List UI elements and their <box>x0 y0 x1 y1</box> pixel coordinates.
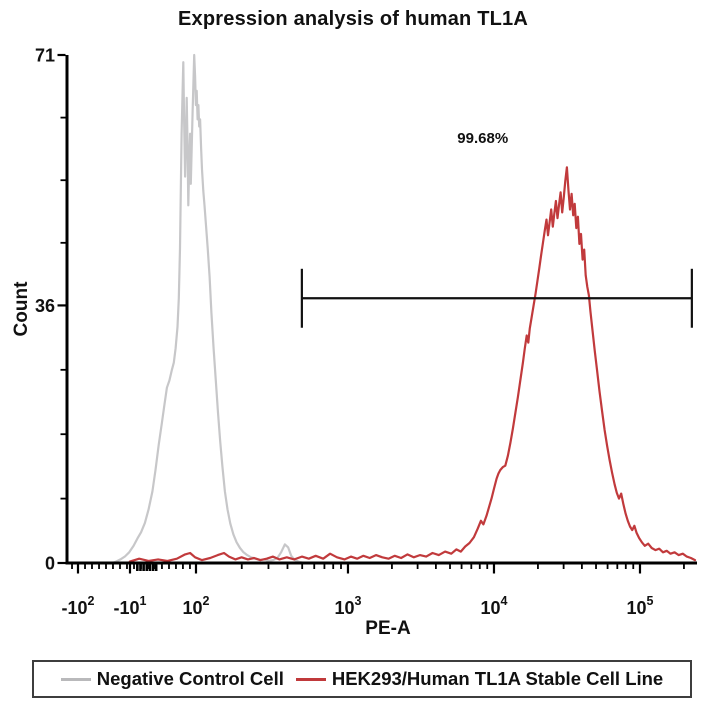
x-tick-label: 102 <box>182 594 209 618</box>
chart-title: Expression analysis of human TL1A <box>177 8 529 30</box>
x-tick-label: -102 <box>62 594 95 618</box>
histogram-plot: -102 -101 102 103 104 105 0 36 71 99.68% Count PE-A <box>11 46 697 639</box>
curve-negative-control <box>111 53 306 565</box>
y-axis-title: Count <box>11 281 32 337</box>
x-tick-label: 104 <box>480 594 507 618</box>
curve-tl1a-stable-line <box>128 166 697 563</box>
y-tick-label: 71 <box>35 46 55 66</box>
y-tick-label: 36 <box>35 296 55 316</box>
legend-swatch-tl1a-stable-line <box>295 677 326 681</box>
legend-label-negative-control: Negative Control Cell <box>96 668 284 689</box>
legend: Negative Control Cell HEK293/Human TL1A … <box>32 660 692 698</box>
x-tick-label: 105 <box>626 594 653 618</box>
x-tick-label: 103 <box>334 594 361 618</box>
y-tick-label: 0 <box>45 554 55 574</box>
x-axis-title: PE-A <box>365 618 411 639</box>
x-tick-label: -101 <box>114 594 147 618</box>
legend-swatch-negative-control <box>60 677 91 681</box>
legend-label-tl1a-stable-line: HEK293/Human TL1A Stable Cell Line <box>331 668 664 689</box>
gate-percentage-label: 99.68% <box>457 130 508 147</box>
